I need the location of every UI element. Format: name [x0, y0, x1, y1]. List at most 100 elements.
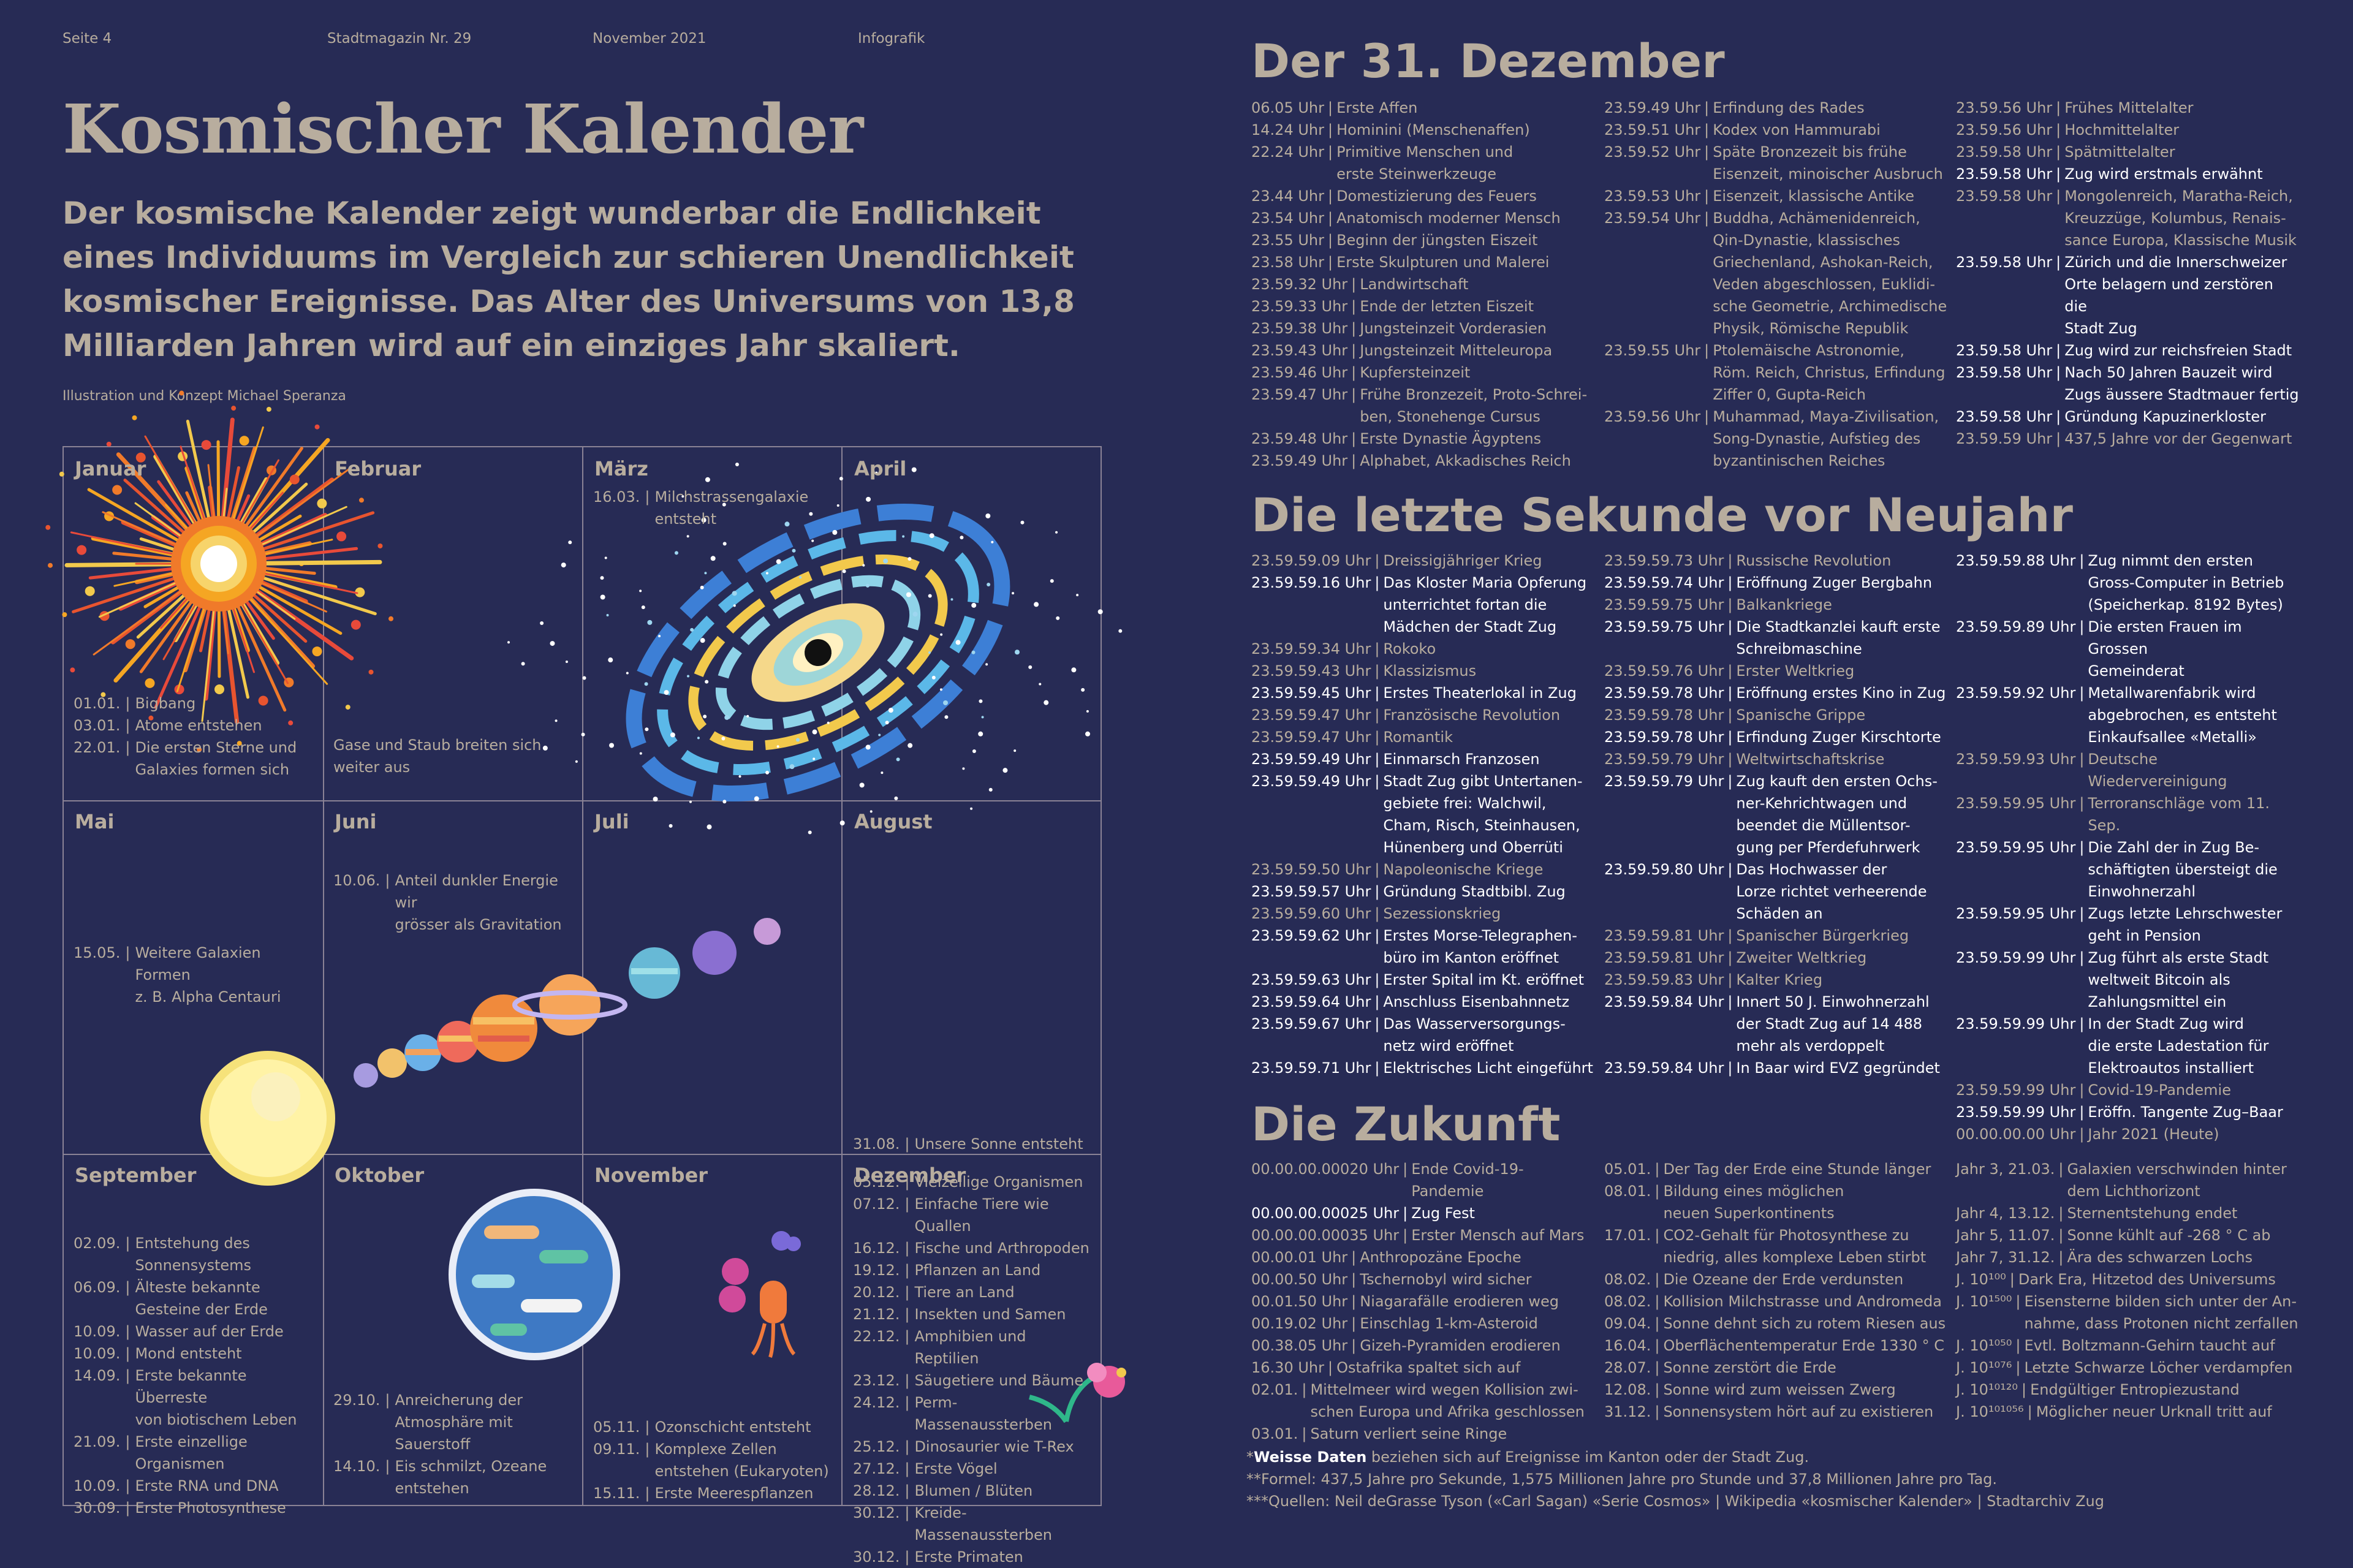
timeline-entry: 23.59.33 Uhr | Ende der letzten Eiszeit [1251, 298, 1534, 315]
calendar-event: 31.08. | Unsere Sonne entsteht [853, 1135, 1083, 1153]
timeline-entry: 23.59.56 Uhr | Muhammad, Maya-Zivilisation… [1604, 408, 1939, 469]
calendar-event: 25.12. | Dinosaurier wie T-Rex [853, 1438, 1074, 1455]
timeline-entry: 23.59.47 Uhr | Frühe Bronzezeit, Proto-Sch… [1251, 386, 1588, 425]
timeline-entry: 23.59.59.81 Uhr | Spanischer Bürgerkrieg [1604, 927, 1909, 944]
calendar-event: 16.03. | Milchstrassengalaxie entsteht [593, 488, 809, 528]
footnote-1: *Weisse Daten beziehen sich auf Ereignis… [1246, 1449, 1809, 1466]
calendar-event: 30.12. | Kreide-Massenaussterben [853, 1504, 1053, 1543]
calendar-event: 27.12. | Erste Vögel [853, 1460, 998, 1477]
timeline-entry: 23.59.59.74 Uhr | Eröffnung Zuger Bergbahn [1604, 574, 1933, 591]
calendar-event: 22.01. | Die ersten Sterne und Galaxies fo… [74, 739, 297, 778]
calendar-event: 22.12. | Amphibien und Reptilien [853, 1328, 1026, 1367]
calendar-event: 02.09. | Entstehung des Sonnensystems [74, 1235, 252, 1274]
dez31-column-1: 06.05 Uhr | Erste Affen 14.24 Uhr | Hominini … [1251, 97, 1594, 472]
timeline-entry: 23.59.51 Uhr | Kodex von Hammurabi [1604, 121, 1881, 138]
timeline-entry: 23.59.59.78 Uhr | Eröffnung erstes Kino in… [1604, 684, 1946, 702]
month-label-april: April [854, 457, 907, 480]
timeline-entry: 23.59.58 Uhr | Zürich und die Innerschweiz… [1956, 254, 2287, 337]
calendar-event: 05.12. | Vielzellige Organismen [853, 1173, 1083, 1191]
calendar-event: 29.10. | Anreicherung der Atmosphäre mit S… [333, 1392, 523, 1453]
galaxy-icon [626, 504, 1010, 801]
timeline-entry: 23.59.58 Uhr | Zug wird erstmals erwähnt [1956, 165, 2263, 183]
timeline-entry: 23.59.55 Uhr | Ptolemäische Astronomie, Rö… [1604, 342, 1946, 403]
zukunft-column-1: 00.00.00.00020 Uhr | Ende Covid-19-Pandemi… [1251, 1158, 1594, 1445]
timeline-entry: 00.01.50 Uhr | Niagarafälle erodieren weg [1251, 1293, 1559, 1310]
cosmic-calendar-grid [63, 446, 1102, 1506]
timeline-entry: 23.59.59.95 Uhr | Die Zahl der in Zug Be- … [1956, 839, 2278, 900]
timeline-entry: 23.59.59.84 Uhr | Innert 50 J. Einwohnerza… [1604, 993, 1930, 1055]
calendar-event: 15.05. | Weitere Galaxien Formen z. B. Alp… [74, 944, 281, 1006]
calendar-event: 10.09. | Wasser auf der Erde [74, 1323, 284, 1340]
timeline-entry: 23.55 Uhr | Beginn der jüngsten Eiszeit [1251, 232, 1538, 249]
month-events-januar: 01.01. | Bigbang 03.01. | Atome entstehen 22.0… [74, 692, 315, 781]
timeline-entry: 23.59.59.60 Uhr | Sezessionskrieg [1251, 905, 1501, 922]
timeline-entry: 23.59.43 Uhr | Jungsteinzeit Mitteleuropa [1251, 342, 1553, 359]
timeline-entry: 23.59.59.89 Uhr | Die ersten Frauen im Gro… [1956, 618, 2242, 680]
timeline-entry: 23.59.59.57 Uhr | Gründung Stadtbibl. Zug [1251, 883, 1566, 900]
calendar-event: 20.12. | Tiere an Land [853, 1284, 1015, 1301]
month-events-oktober: 29.10. | Anreicherung der Atmosphäre mit S… [333, 1389, 575, 1499]
timeline-entry: 23.54 Uhr | Anatomisch moderner Mensch [1251, 210, 1561, 227]
month-label-mai: Mai [75, 810, 115, 833]
timeline-entry: 23.59.58 Uhr | Spätmittelalter [1956, 143, 2175, 161]
timeline-entry: 23.59.59 Uhr | 437,5 Jahre vor der Gegenwa… [1956, 430, 2292, 447]
calendar-event: 10.09. | Mond entsteht [74, 1345, 242, 1362]
month-label-juni: Juni [335, 810, 377, 833]
calendar-event: 15.11. | Erste Meerespflanzen [593, 1485, 814, 1502]
timeline-entry: 23.59.59.62 Uhr | Erstes Morse-Telegraphen… [1251, 927, 1577, 966]
calendar-event: 19.12. | Pflanzen an Land [853, 1262, 1041, 1279]
calendar-event: 30.09. | Erste Photosynthese [74, 1499, 286, 1517]
calendar-event: 03.01. | Atome entstehen [74, 717, 262, 734]
calendar-event: 16.12. | Fische und Arthropoden [853, 1240, 1089, 1257]
month-label-november: November [594, 1164, 708, 1187]
month-events-maerz: 16.03. | Milchstrassengalaxie entsteht [593, 486, 835, 530]
month-events-februar: Gase und Staub breiten sich weiter aus [333, 734, 575, 778]
sekunde-column-1: 23.59.59.09 Uhr | Dreissigjähriger Krieg 23… [1251, 550, 1594, 1079]
month-label-oktober: Oktober [335, 1164, 425, 1187]
timeline-entry: 23.59.59.88 Uhr | Zug nimmt den ersten Gro… [1956, 552, 2284, 613]
month-label-januar: Januar [75, 457, 146, 480]
calendar-event: 01.01. | Bigbang [74, 695, 196, 712]
timeline-entry: 00.00.00.00 Uhr | Jahr 2021 (Heute) [1956, 1126, 2219, 1143]
timeline-entry: 22.24 Uhr | Primitive Menschen und erste S… [1251, 143, 1514, 183]
timeline-entry: 23.59.56 Uhr | Frühes Mittelalter [1956, 99, 2194, 116]
calendar-event: 05.11. | Ozonschicht entsteht [593, 1418, 811, 1436]
timeline-entry: 23.59.59.99 Uhr | Covid-19-Pandemie [1956, 1081, 2231, 1099]
section-title-future: Die Zukunft [1251, 1097, 1561, 1151]
month-label-august: August [854, 810, 933, 833]
timeline-entry: 23.59.59.73 Uhr | Russische Revolution [1604, 552, 1892, 569]
timeline-entry: 23.59.52 Uhr | Späte Bronzezeit bis frühe … [1604, 143, 1943, 183]
zukunft-column-2: 05.01. | Der Tag der Erde eine Stunde läng… [1604, 1158, 1947, 1423]
footnote-2: **Formel: 437,5 Jahre pro Sekunde, 1,575… [1246, 1471, 1998, 1488]
planets-icon [354, 918, 781, 1088]
timeline-entry: 23.59.49 Uhr | Alphabet, Akkadisches Reich [1251, 452, 1571, 469]
timeline-entry: 02.01. | Mittelmeer wird wegen Kollision z… [1251, 1381, 1585, 1420]
timeline-entry: 23.59.59.79 Uhr | Zug kauft den ersten Och… [1604, 773, 1938, 856]
timeline-entry: 23.59.53 Uhr | Eisenzeit, klassische Antik… [1604, 187, 1915, 205]
timeline-entry: 23.59.59.83 Uhr | Kalter Krieg [1604, 971, 1823, 988]
page-number: Seite 4 [63, 31, 112, 47]
timeline-entry: 23.59.59.81 Uhr | Zweiter Weltkrieg [1604, 949, 1867, 966]
timeline-entry: 23.59.59.95 Uhr | Zugs letzte Lehrschweste… [1956, 905, 2283, 944]
sekunde-column-2: 23.59.59.73 Uhr | Russische Revolution 23.5… [1604, 550, 1947, 1079]
dez31-column-2: 23.59.49 Uhr | Erfindung des Rades 23.59.51… [1604, 97, 1947, 472]
section-title-last-second: Die letzte Sekunde vor Neujahr [1251, 488, 2073, 542]
timeline-entry: 23.59.56 Uhr | Hochmittelalter [1956, 121, 2180, 138]
month-label-dezember: Dezember [854, 1164, 966, 1187]
month-events-juni: 10.06. | Anteil dunkler Energie wir grösse… [333, 869, 575, 936]
month-label-september: September [75, 1164, 197, 1187]
calendar-event: 21.12. | Insekten und Samen [853, 1306, 1066, 1323]
timeline-entry: 23.59.49 Uhr | Erfindung des Rades [1604, 99, 1865, 116]
timeline-entry: 23.59.59.84 Uhr | In Baar wird EVZ gegründ… [1604, 1059, 1940, 1077]
calendar-event: 21.09. | Erste einzellige Organismen [74, 1433, 248, 1472]
calendar-event: Gase und Staub breiten sich weiter aus [333, 737, 542, 776]
calendar-event: 07.12. | Einfache Tiere wie Quallen [853, 1195, 1049, 1235]
timeline-entry: 12.08. | Sonne wird zum weissen Zwerg [1604, 1381, 1896, 1398]
flower-icon [1028, 1363, 1126, 1423]
timeline-entry: 00.00.50 Uhr | Tschernobyl wird sicher [1251, 1271, 1532, 1288]
earth-icon [449, 1189, 620, 1360]
calendar-event: 10.06. | Anteil dunkler Energie wir grösse… [333, 872, 562, 933]
timeline-entry: 03.01. | Saturn verliert seine Ringe [1251, 1425, 1507, 1442]
timeline-entry: 23.59.59.75 Uhr | Die Stadtkanzlei kauft e… [1604, 618, 1941, 657]
timeline-entry: J. 10¹⁰¹⁰⁵⁶ | Möglicher neuer Urknall trit… [1956, 1403, 2272, 1420]
